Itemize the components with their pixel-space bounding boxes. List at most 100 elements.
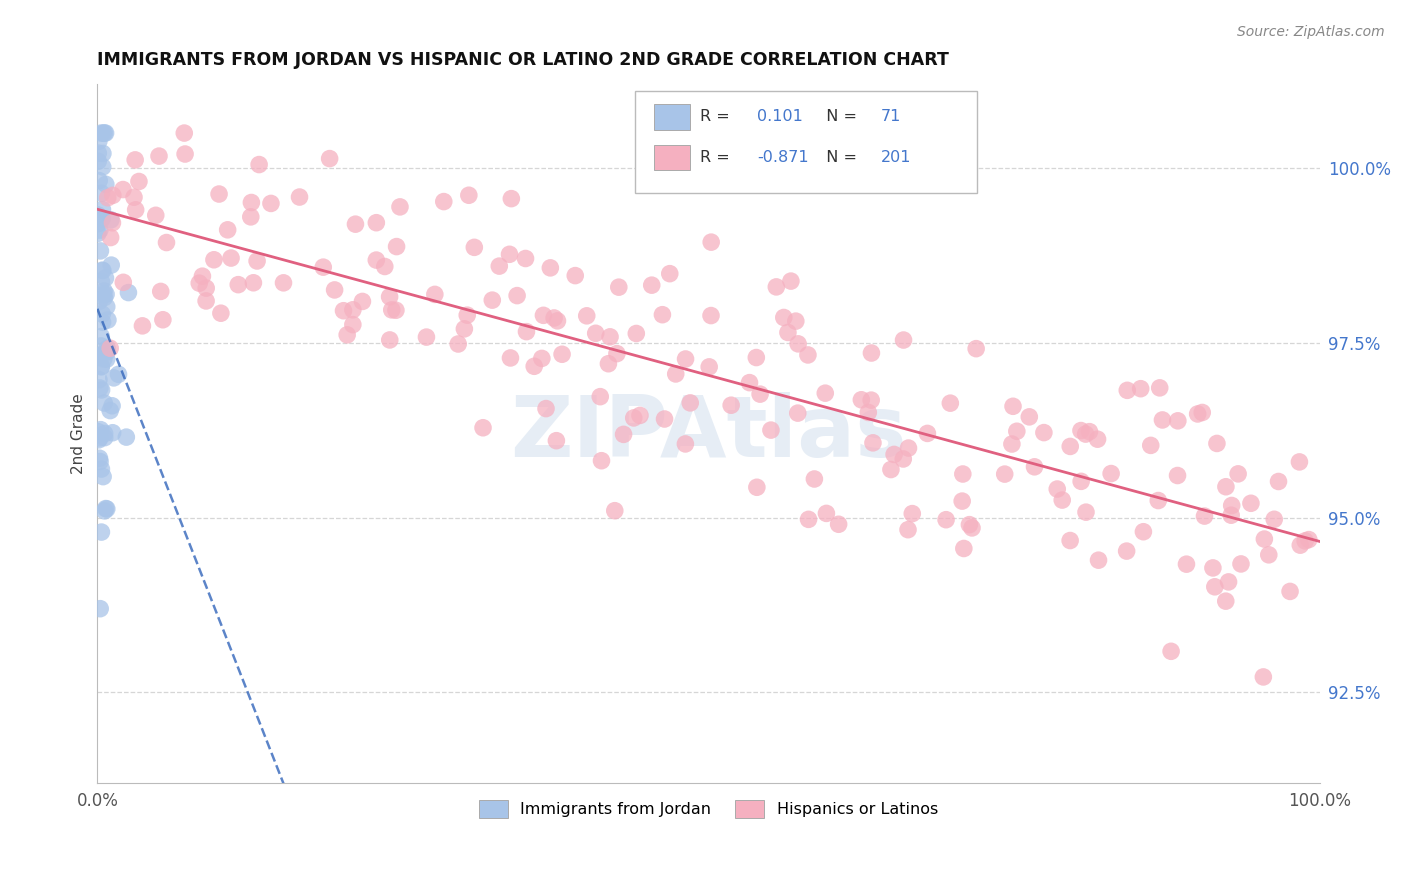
Point	[1018, 409, 1040, 424]
Point	[897, 441, 920, 455]
Point	[89, 223, 111, 237]
Point	[551, 347, 574, 361]
Text: Source: ZipAtlas.com: Source: ZipAtlas.com	[1237, 25, 1385, 39]
Point	[342, 302, 364, 317]
Point	[935, 513, 957, 527]
Point	[323, 283, 346, 297]
Point	[679, 396, 702, 410]
Point	[953, 541, 976, 556]
Point	[1149, 381, 1171, 395]
Point	[463, 240, 485, 254]
Point	[89, 601, 111, 615]
Point	[378, 290, 401, 304]
Point	[89, 451, 111, 466]
Point	[89, 173, 111, 187]
Point	[860, 393, 883, 408]
Point	[1204, 580, 1226, 594]
Point	[939, 396, 962, 410]
Point	[90, 524, 112, 539]
Point	[90, 339, 112, 353]
Point	[797, 512, 820, 526]
Point	[498, 247, 520, 261]
Point	[96, 502, 118, 516]
Point	[312, 260, 335, 274]
Point	[1132, 524, 1154, 539]
Point	[94, 501, 117, 516]
Point	[94, 271, 117, 285]
Point	[488, 259, 510, 273]
Point	[385, 303, 408, 318]
Point	[89, 350, 111, 364]
Point	[90, 359, 112, 374]
Point	[546, 314, 568, 328]
FancyBboxPatch shape	[654, 145, 690, 170]
Point	[98, 341, 121, 355]
Point	[96, 345, 118, 359]
Point	[195, 281, 218, 295]
Point	[87, 227, 110, 241]
Point	[501, 192, 523, 206]
Point	[534, 401, 557, 416]
Point	[797, 348, 820, 362]
Point	[101, 399, 124, 413]
Point	[515, 252, 537, 266]
Point	[1129, 382, 1152, 396]
Point	[1074, 505, 1097, 519]
Point	[1147, 493, 1170, 508]
Point	[1257, 548, 1279, 562]
Point	[100, 258, 122, 272]
Point	[378, 333, 401, 347]
Point	[91, 146, 114, 161]
Point	[97, 191, 120, 205]
Point	[209, 306, 232, 320]
Point	[815, 507, 838, 521]
Point	[780, 274, 803, 288]
Point	[917, 426, 939, 441]
Point	[90, 383, 112, 397]
Point	[546, 434, 568, 448]
Point	[447, 337, 470, 351]
Point	[87, 146, 110, 161]
Point	[641, 278, 664, 293]
Point	[1230, 557, 1253, 571]
Point	[217, 223, 239, 237]
Point	[101, 425, 124, 440]
Point	[101, 216, 124, 230]
Point	[1032, 425, 1054, 440]
Point	[700, 235, 723, 249]
Point	[994, 467, 1017, 482]
Text: -0.871: -0.871	[758, 150, 808, 165]
Point	[720, 398, 742, 412]
Point	[1152, 413, 1174, 427]
Point	[456, 308, 478, 322]
Point	[803, 472, 825, 486]
Point	[1289, 538, 1312, 552]
Point	[336, 327, 359, 342]
Point	[117, 285, 139, 300]
Point	[90, 126, 112, 140]
Point	[342, 318, 364, 332]
Point	[93, 396, 115, 410]
Point	[101, 188, 124, 202]
Point	[1263, 512, 1285, 526]
Point	[457, 188, 479, 202]
Point	[1099, 467, 1122, 481]
Point	[90, 275, 112, 289]
Point	[759, 423, 782, 437]
Point	[89, 294, 111, 309]
Point	[950, 494, 973, 508]
Point	[738, 376, 761, 390]
Point	[93, 351, 115, 366]
Point	[1139, 438, 1161, 452]
Point	[772, 310, 794, 325]
Point	[1220, 499, 1243, 513]
Point	[89, 454, 111, 468]
Point	[273, 276, 295, 290]
Point	[188, 276, 211, 290]
Point	[1202, 561, 1225, 575]
Point	[94, 178, 117, 192]
Point	[381, 302, 404, 317]
Point	[112, 276, 135, 290]
Point	[288, 190, 311, 204]
Point	[1059, 439, 1081, 453]
